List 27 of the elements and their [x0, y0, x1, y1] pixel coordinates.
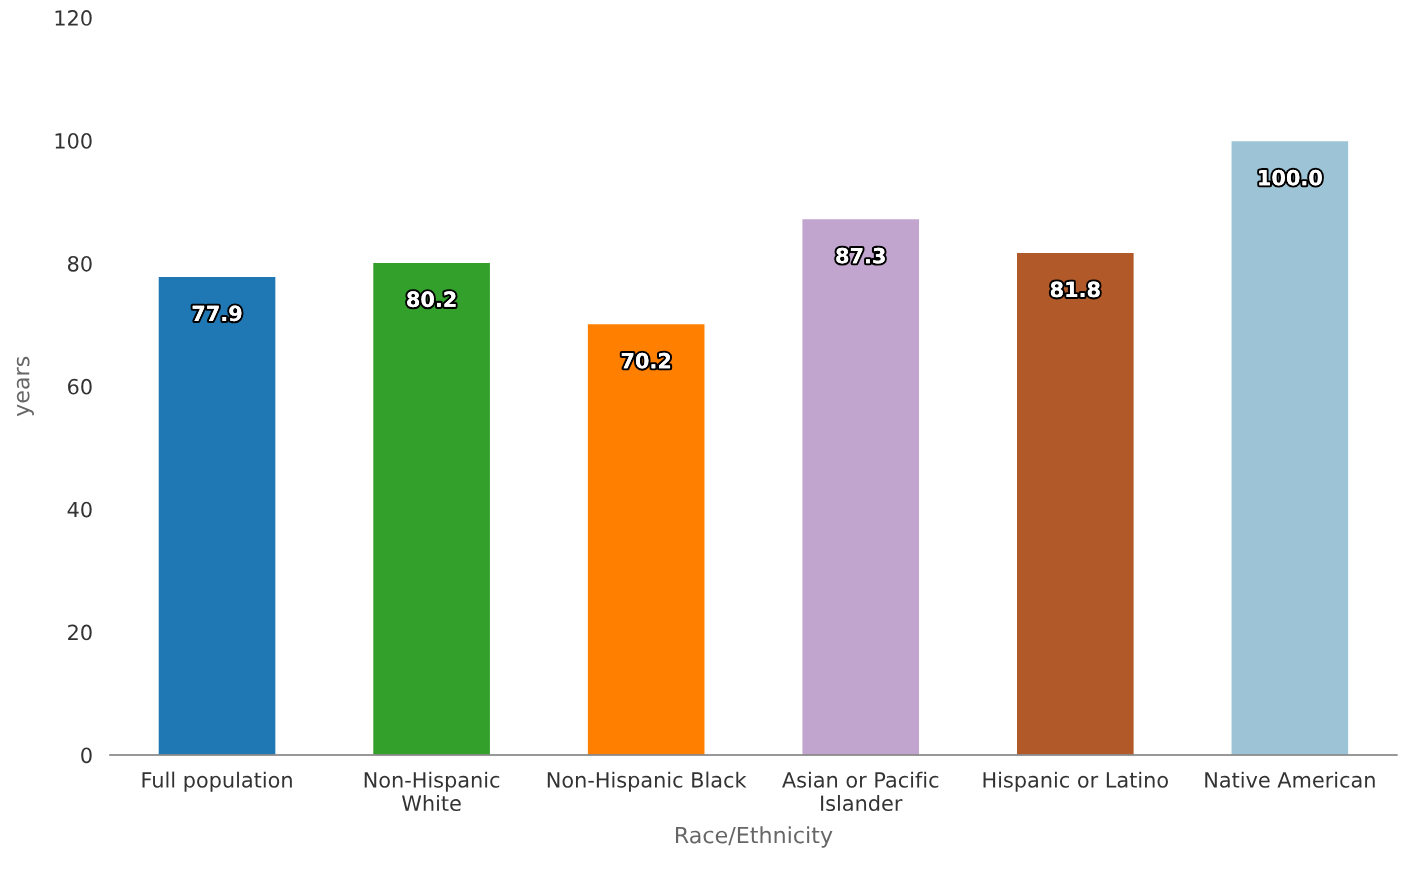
y-tick-label: 40: [67, 501, 92, 518]
x-tick-label: Asian or Pacific Islander: [782, 771, 939, 812]
x-axis-title: Race/Ethnicity: [675, 826, 833, 848]
bar: [1015, 251, 1136, 755]
bar: [371, 261, 492, 755]
data-label: 70.2: [621, 352, 671, 369]
x-tick-label: Non-Hispanic White: [364, 771, 500, 812]
y-tick-label: 20: [68, 624, 92, 641]
data-label: 100.0: [1259, 169, 1322, 186]
y-tick-label: 80: [67, 255, 92, 272]
y-tick-label: 120: [55, 10, 92, 26]
x-tick-label: Non-Hispanic Black: [547, 771, 747, 792]
data-label: 81.8: [1050, 281, 1100, 298]
bar: [157, 275, 277, 755]
data-label: 77.9: [192, 305, 242, 322]
bar: [1230, 139, 1350, 755]
x-tick-label: Hispanic or Latino: [983, 771, 1168, 792]
y-axis-title: years: [16, 356, 34, 417]
y-tick-label: 0: [81, 747, 92, 764]
bar: [586, 322, 706, 755]
x-tick-label: Native American: [1205, 771, 1375, 788]
bar: [801, 217, 921, 755]
y-tick-label: 60: [68, 378, 92, 395]
x-tick-label: Full population: [142, 771, 292, 792]
y-tick-label: 100: [55, 133, 92, 149]
data-label: 80.2: [407, 291, 456, 308]
data-label: 87.3: [836, 247, 885, 264]
